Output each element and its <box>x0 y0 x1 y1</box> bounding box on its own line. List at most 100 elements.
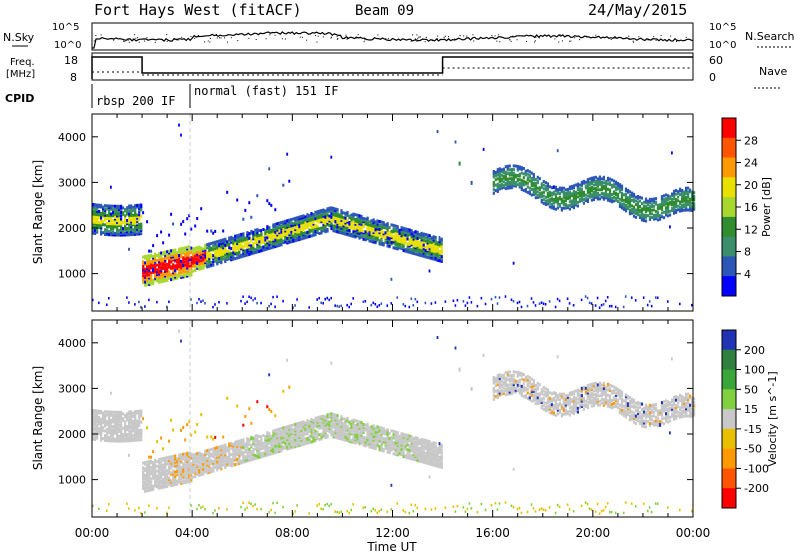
power-cell <box>294 220 297 223</box>
power-cell <box>92 212 95 216</box>
power-cell <box>492 188 495 192</box>
velocity-cell <box>222 457 225 461</box>
power-cell <box>412 245 415 249</box>
power-cell <box>284 224 287 228</box>
power-cell <box>328 222 331 226</box>
power-cell <box>648 197 652 201</box>
power-cell <box>172 271 175 275</box>
velocity-cell <box>290 441 293 445</box>
velocity-cell <box>126 502 128 505</box>
power-cell <box>294 237 297 241</box>
power-cell <box>532 191 535 195</box>
velocity-cell <box>140 409 143 413</box>
power-cell <box>510 169 513 173</box>
power-cell <box>348 225 351 229</box>
power-cell <box>110 204 113 208</box>
velocity-cell <box>200 473 203 477</box>
power-cell <box>290 237 293 241</box>
power-cell <box>334 217 337 221</box>
power-cell <box>256 231 259 235</box>
power-cell <box>516 301 519 305</box>
power-cell <box>168 264 171 268</box>
power-cell <box>388 230 391 234</box>
velocity-cell <box>116 412 119 416</box>
power-cell <box>310 216 313 220</box>
power-cell <box>126 228 129 232</box>
power-cell <box>414 230 417 234</box>
power-cell <box>116 208 119 211</box>
velocity-cell <box>188 453 191 456</box>
power-cell <box>118 232 121 235</box>
power-cell <box>370 235 373 239</box>
power-cell <box>138 213 141 217</box>
power-cell <box>560 188 563 192</box>
power-cell <box>502 180 505 184</box>
power-cell <box>556 200 559 204</box>
velocity-cell <box>264 446 267 450</box>
power-cell <box>256 236 259 240</box>
velocity-cell <box>136 427 139 431</box>
nsky-panel-frame <box>91 22 694 51</box>
velocity-cell <box>322 435 325 439</box>
power-cell <box>112 211 115 215</box>
power-cell <box>642 219 646 223</box>
power-cell <box>530 180 533 184</box>
velocity-cell <box>268 446 271 450</box>
power-cell <box>194 269 197 272</box>
power-cell <box>656 218 660 222</box>
power-cell <box>198 259 201 263</box>
power-cell <box>192 258 195 262</box>
velocity-cell <box>190 465 193 469</box>
velocity-cell <box>180 470 183 474</box>
power-cell <box>220 238 223 242</box>
velocity-cell <box>190 457 193 461</box>
velocity-cell <box>300 424 303 428</box>
power-cell <box>580 197 583 201</box>
velocity-cell <box>136 411 139 415</box>
velocity-cell <box>118 430 121 433</box>
power-cell <box>512 171 515 175</box>
power-cell <box>274 243 277 247</box>
power-cell <box>398 232 401 235</box>
power-cell <box>176 259 179 263</box>
velocity-cell <box>168 481 171 485</box>
power-cell <box>316 218 319 222</box>
power-cell <box>206 259 209 262</box>
power-cell <box>410 241 413 245</box>
power-cell <box>656 203 660 207</box>
power-cell <box>180 250 183 254</box>
power-cell <box>194 261 197 264</box>
power-cell <box>290 227 293 231</box>
power-cell <box>186 261 189 265</box>
velocity-cell <box>228 444 231 448</box>
power-cell <box>689 190 692 194</box>
power-cell <box>632 214 636 218</box>
power-cell <box>110 233 113 237</box>
power-x-ticks <box>91 114 694 311</box>
velocity-cell <box>158 483 161 487</box>
power-cell <box>258 233 261 237</box>
power-cell <box>404 240 407 244</box>
power-cell <box>685 188 688 192</box>
velocity-cell <box>114 418 117 422</box>
power-cell <box>270 239 273 243</box>
power-cell <box>214 250 217 254</box>
power-cell <box>640 218 644 222</box>
velocity-cell <box>254 503 256 506</box>
power-cell <box>344 226 347 230</box>
velocity-cell <box>98 409 101 413</box>
velocity-cell <box>276 450 279 454</box>
velocity-cell <box>318 415 321 419</box>
nsky-tick-bottom: 10^0 <box>54 40 81 51</box>
velocity-cell <box>324 428 327 432</box>
velocity-cell <box>236 443 239 447</box>
velocity-cell <box>94 409 97 413</box>
power-cell <box>512 182 515 186</box>
power-cell <box>148 258 151 262</box>
velocity-cell <box>306 425 309 429</box>
power-cell <box>168 260 171 264</box>
power-cell <box>602 194 605 198</box>
power-cell <box>342 228 345 232</box>
power-cell <box>150 249 153 253</box>
